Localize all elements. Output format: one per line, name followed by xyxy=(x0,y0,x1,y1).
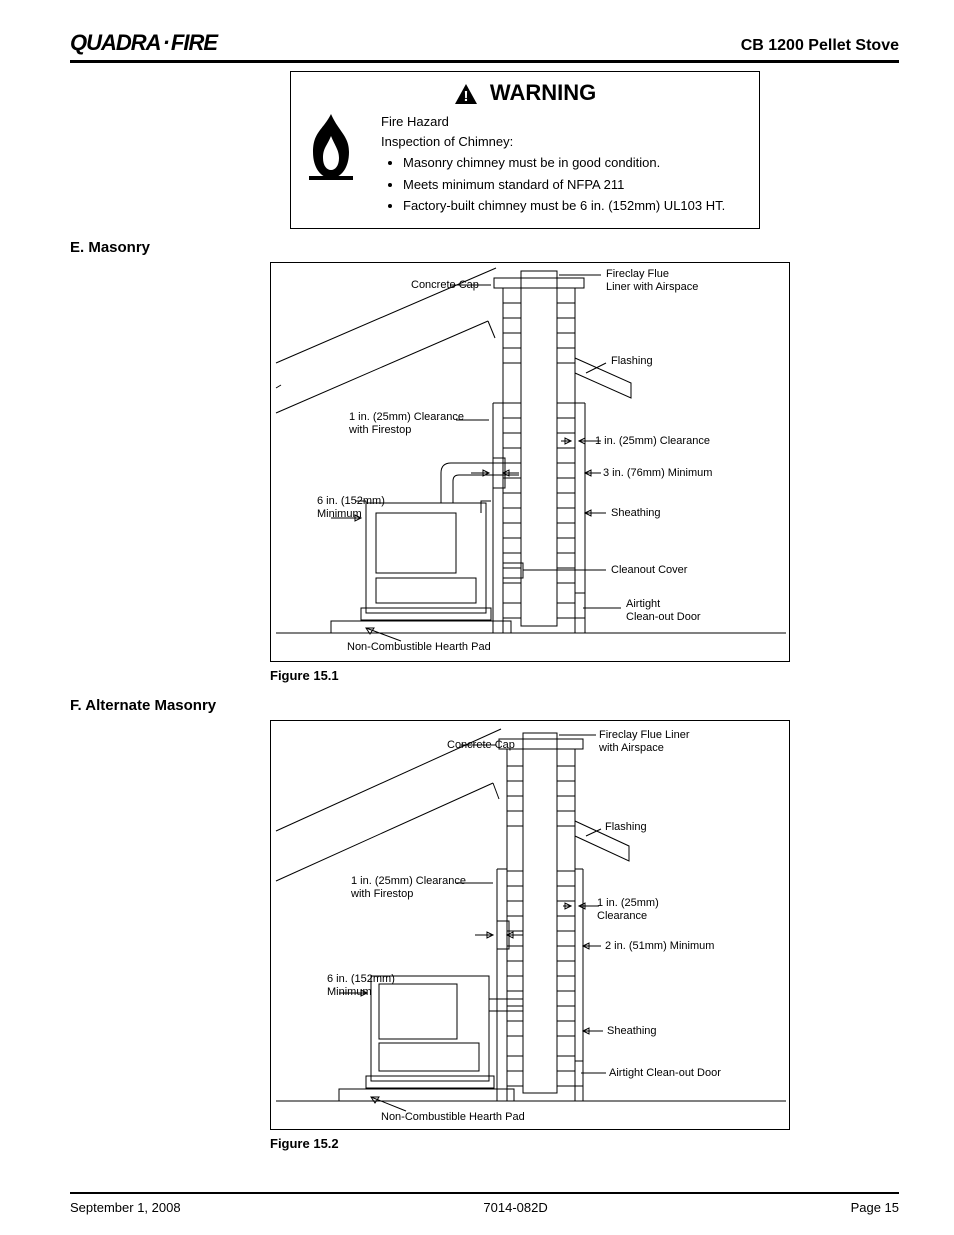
label-airtight: AirtightClean-out Door xyxy=(626,598,701,626)
brand-dot: · xyxy=(161,30,171,55)
warning-triangle-icon: ! xyxy=(454,83,478,105)
label-6in-min: 6 in. (152mm)Minimum xyxy=(317,495,385,523)
label-clear-firestop-2: 1 in. (25mm) Clearancewith Firestop xyxy=(351,875,466,903)
warning-bullet: Meets minimum standard of NFPA 211 xyxy=(403,175,749,195)
label-sheathing: Sheathing xyxy=(611,507,661,521)
page-header: Quadra·Fire CB 1200 Pellet Stove xyxy=(70,30,899,63)
figure-15-2: Concrete Cap Fireclay Flue Linerwith Air… xyxy=(270,720,790,1130)
footer-docnum: 7014-082D xyxy=(483,1200,547,1215)
label-cleanout-cover: Cleanout Cover xyxy=(611,564,687,578)
brand-right: Fire xyxy=(171,30,217,55)
label-airtight-2: Airtight Clean-out Door xyxy=(609,1067,721,1081)
flame-icon xyxy=(303,112,359,182)
label-fireclay-2: Fireclay Flue Linerwith Airspace xyxy=(599,729,689,757)
svg-text:!: ! xyxy=(463,88,468,105)
label-flashing: Flashing xyxy=(611,355,653,369)
figure-15-1-caption: Figure 15.1 xyxy=(270,668,790,683)
label-3in-min: 3 in. (76mm) Minimum xyxy=(603,467,712,481)
figure-15-2-wrap: Concrete Cap Fireclay Flue Linerwith Air… xyxy=(270,720,790,1151)
masonry-diagram-icon xyxy=(271,263,790,662)
warning-bullet: Factory-built chimney must be 6 in. (152… xyxy=(403,196,749,216)
brand-logo: Quadra·Fire xyxy=(70,30,217,56)
label-flashing-2: Flashing xyxy=(605,821,647,835)
label-fireclay: Fireclay FlueLiner with Airspace xyxy=(606,268,698,296)
section-f-heading: F. Alternate Masonry xyxy=(70,697,899,714)
footer-page: Page 15 xyxy=(851,1200,899,1215)
product-title: CB 1200 Pellet Stove xyxy=(741,37,899,55)
footer-date: September 1, 2008 xyxy=(70,1200,181,1215)
label-1in-clearance-2: 1 in. (25mm)Clearance xyxy=(597,897,659,925)
label-sheathing-2: Sheathing xyxy=(607,1025,657,1039)
label-1in-clearance: 1 in. (25mm) Clearance xyxy=(595,435,710,449)
warning-heading: ! WARNING xyxy=(301,80,749,106)
warning-box: ! WARNING Fire Hazard Inspection of Chim… xyxy=(290,71,760,229)
label-hearth-pad: Non-Combustible Hearth Pad xyxy=(347,641,491,655)
warning-subtitle-2: Inspection of Chimney: xyxy=(381,132,749,152)
warning-title: WARNING xyxy=(490,80,596,105)
brand-left: Quadra xyxy=(70,30,161,55)
figure-15-2-caption: Figure 15.2 xyxy=(270,1136,790,1151)
figure-15-1-wrap: Concrete Cap Fireclay FlueLiner with Air… xyxy=(270,262,790,683)
warning-body: Fire Hazard Inspection of Chimney: Mason… xyxy=(381,112,749,216)
warning-bullets: Masonry chimney must be in good conditio… xyxy=(403,153,749,216)
label-6in-min-2: 6 in. (152mm)Minimum xyxy=(327,973,395,1001)
warning-subtitle-1: Fire Hazard xyxy=(381,112,749,132)
label-concrete-cap-2: Concrete Cap xyxy=(447,739,515,753)
section-e-heading: E. Masonry xyxy=(70,239,899,256)
warning-bullet: Masonry chimney must be in good conditio… xyxy=(403,153,749,173)
label-concrete-cap: Concrete Cap xyxy=(411,279,479,293)
figure-15-1: Concrete Cap Fireclay FlueLiner with Air… xyxy=(270,262,790,662)
label-2in-min: 2 in. (51mm) Minimum xyxy=(605,940,714,954)
label-hearth-pad-2: Non-Combustible Hearth Pad xyxy=(381,1111,525,1125)
page-footer: September 1, 2008 7014-082D Page 15 xyxy=(70,1192,899,1215)
label-clear-firestop: 1 in. (25mm) Clearancewith Firestop xyxy=(349,411,464,439)
